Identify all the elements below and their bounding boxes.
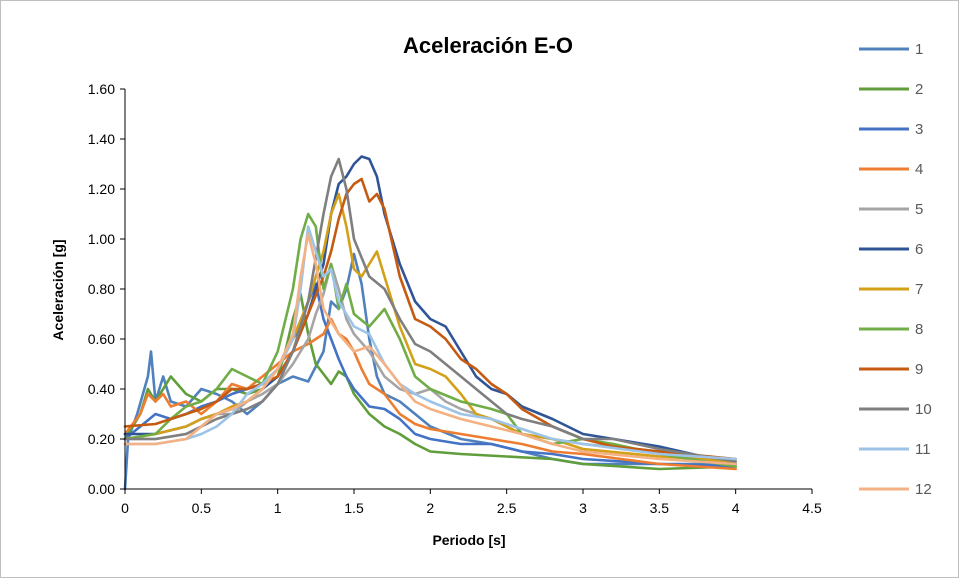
x-tick-label: 4	[732, 500, 740, 516]
chart-title: Aceleración E-O	[403, 33, 573, 58]
y-tick-label: 0.20	[88, 431, 115, 447]
y-tick-label: 0.60	[88, 331, 115, 347]
legend-label: 10	[915, 401, 932, 418]
legend-entry-3: 3	[859, 121, 923, 138]
legend-entry-1: 1	[859, 41, 923, 58]
legend-label: 4	[915, 161, 923, 178]
x-tick-label: 0	[121, 500, 129, 516]
y-tick-label: 1.60	[88, 81, 115, 97]
x-tick-label: 4.5	[802, 500, 822, 516]
x-tick-label: 2.5	[497, 500, 517, 516]
x-tick-label: 2	[426, 500, 434, 516]
x-axis-ticks: 0 0.5 1 1.5 2 2.5 3 3.5 4 4.5	[121, 489, 822, 516]
legend-entry-4: 4	[859, 161, 923, 178]
legend-label: 7	[915, 281, 923, 298]
y-tick-label: 0.80	[88, 281, 115, 297]
series-line-12	[123, 232, 737, 466]
x-axis-title: Periodo [s]	[432, 532, 505, 548]
y-tick-label: 0.00	[88, 481, 115, 497]
series-line-3	[123, 282, 737, 468]
series-line-2	[123, 292, 737, 471]
legend-entry-7: 7	[859, 281, 923, 298]
legend-entry-11: 11	[859, 441, 931, 458]
y-tick-label: 1.40	[88, 131, 115, 147]
x-tick-label: 1.5	[344, 500, 364, 516]
series-line-9	[123, 177, 737, 461]
y-tick-label: 1.20	[88, 181, 115, 197]
y-axis-title: Aceleración [g]	[50, 239, 66, 340]
plot-area: 0 0.5 1 1.5 2 2.5 3 3.5 4 4.5 0.00 0.20 0.40 0.60 0.8…	[88, 81, 822, 516]
legend-label: 3	[915, 121, 923, 138]
legend-label: 12	[915, 481, 932, 498]
x-tick-label: 3	[579, 500, 587, 516]
legend-entry-12: 12	[859, 481, 932, 498]
series-line-11	[123, 225, 737, 461]
legend-entry-10: 10	[859, 401, 932, 418]
x-tick-label: 3.5	[650, 500, 670, 516]
x-tick-label: 1	[274, 500, 282, 516]
legend-label: 8	[915, 321, 923, 338]
legend-label: 6	[915, 241, 923, 258]
legend-entry-5: 5	[859, 201, 923, 218]
y-tick-label: 1.00	[88, 231, 115, 247]
legend-entry-2: 2	[859, 81, 923, 98]
legend-label: 1	[915, 41, 923, 58]
legend-entry-6: 6	[859, 241, 923, 258]
y-axis-ticks: 0.00 0.20 0.40 0.60 0.80 1.00 1.20 1.40 1.60	[88, 81, 125, 497]
legend-label: 5	[915, 201, 923, 218]
legend-label: 9	[915, 361, 923, 378]
series-line-7	[123, 192, 737, 463]
series-line-10	[123, 157, 737, 463]
x-tick-label: 0.5	[192, 500, 212, 516]
legend-entry-9: 9	[859, 361, 923, 378]
y-tick-label: 0.40	[88, 381, 115, 397]
legend-label: 2	[915, 81, 923, 98]
legend-entry-8: 8	[859, 321, 923, 338]
series-lines	[123, 155, 737, 491]
series-line-5	[123, 262, 737, 466]
legend-label: 11	[915, 441, 931, 458]
